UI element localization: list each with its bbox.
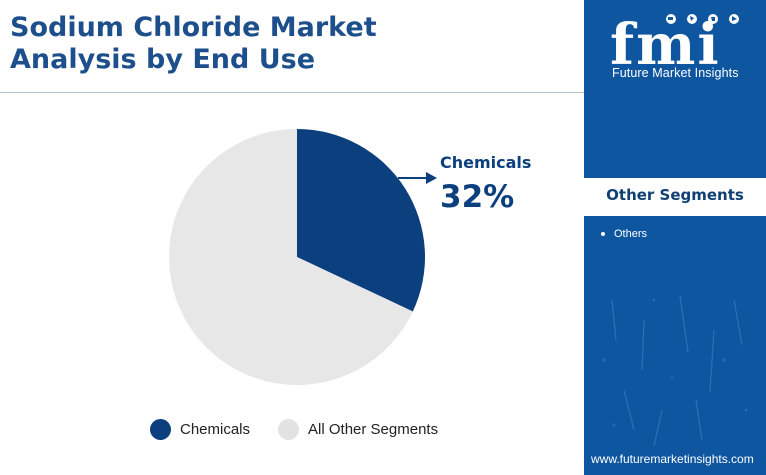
legend-swatch-other-segments	[278, 418, 300, 440]
pie-slices	[169, 129, 425, 385]
sidebar-texture	[602, 295, 748, 447]
title-line-1: Sodium Chloride Market	[10, 12, 377, 43]
list-item: Others	[598, 227, 647, 241]
other-segments-header: Other Segments	[584, 178, 766, 216]
other-segments-list: Others	[598, 227, 647, 241]
annotation-value: 32%	[440, 179, 514, 215]
legend-item-other-segments: All Other Segments	[278, 418, 439, 440]
pie-slice-all-other-segments	[169, 129, 413, 385]
fmi-logo: fmi	[610, 12, 739, 78]
other-segments-title: Other Segments	[606, 186, 744, 204]
title-line-2: Analysis by End Use	[10, 44, 316, 75]
pie-chart: Chemicals 32%	[169, 129, 531, 385]
title-divider	[0, 92, 584, 93]
website-link[interactable]: www.futuremarketinsights.com	[591, 452, 754, 466]
legend-label-chemicals: Chemicals	[180, 420, 251, 438]
chart-legend: Chemicals All Other Segments	[150, 415, 466, 443]
legend-item-chemicals: Chemicals	[150, 418, 251, 440]
globe-icon-details	[668, 16, 737, 21]
annotation-arrowhead	[426, 172, 437, 184]
legend-swatch-chemicals	[150, 418, 171, 440]
chemicals-annotation: Chemicals 32%	[398, 153, 531, 215]
page-title: Sodium Chloride Market Analysis by End U…	[10, 12, 480, 76]
pie-slice-chemicals	[297, 129, 425, 312]
brand-name: Future Market Insights	[612, 66, 739, 80]
logo-letters: fmi	[610, 12, 721, 78]
sidebar-panel	[584, 0, 766, 475]
legend-label-other-segments: All Other Segments	[308, 420, 439, 438]
annotation-label: Chemicals	[440, 153, 531, 172]
